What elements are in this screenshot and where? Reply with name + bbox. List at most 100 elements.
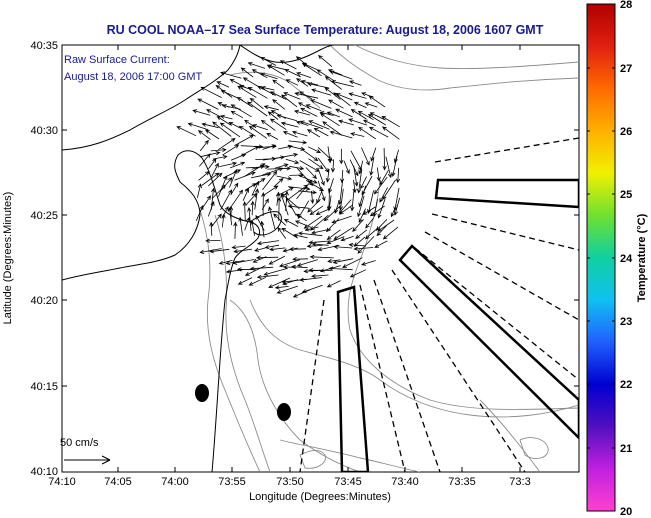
current-vector (307, 82, 329, 89)
current-vector (198, 153, 211, 167)
current-vector (340, 169, 345, 184)
current-vector (296, 78, 309, 87)
radar-beam (391, 269, 526, 472)
current-vector (300, 107, 318, 117)
current-vector (198, 171, 210, 181)
current-vector (393, 197, 400, 216)
current-vector (218, 137, 236, 151)
current-vector (219, 122, 241, 138)
current-vector (285, 79, 299, 86)
current-vector (220, 71, 242, 79)
current-vector (302, 62, 322, 77)
current-vector (251, 69, 268, 79)
x-tick-label: 73:3 (509, 476, 530, 488)
current-vector (288, 247, 307, 252)
current-vector (262, 167, 284, 176)
station-marker (195, 384, 209, 402)
current-vector (221, 213, 226, 228)
survey-box (336, 285, 370, 472)
current-vector (294, 220, 312, 228)
current-vector (269, 247, 286, 252)
current-vector (244, 163, 266, 177)
current-vector (297, 174, 318, 184)
station-marker (277, 403, 291, 421)
current-vector (296, 259, 318, 267)
current-vector (274, 163, 289, 169)
radar-beam (414, 247, 579, 381)
current-vector (367, 190, 374, 215)
current-vector (251, 180, 260, 196)
brooklyn-shore (239, 45, 335, 63)
current-vector (256, 240, 280, 246)
current-vector (373, 176, 388, 195)
current-vector (261, 191, 266, 217)
current-vector (197, 130, 211, 140)
current-label: Raw Surface Current: (64, 54, 170, 66)
current-vector (291, 264, 308, 269)
current-vector (245, 192, 258, 206)
current-vector (291, 130, 308, 137)
current-vector (369, 205, 385, 217)
current-vector (276, 191, 281, 206)
current-vector (328, 266, 353, 271)
bathymetry-contour (199, 209, 261, 472)
current-vector (212, 155, 228, 160)
current-vector (292, 257, 309, 262)
current-vector (211, 162, 219, 178)
colorbar-tick-label: 24 (620, 253, 633, 265)
current-vector (266, 133, 279, 140)
current-vector (327, 195, 332, 211)
current-vector (308, 158, 324, 170)
current-vector (385, 156, 392, 179)
x-tick-label: 74:00 (161, 476, 189, 488)
radar-beam (431, 213, 579, 251)
current-vector (333, 92, 351, 107)
current-vector (313, 127, 329, 137)
current-vector (280, 193, 289, 216)
current-vector (364, 227, 379, 240)
current-vector (197, 183, 202, 198)
current-vector (300, 147, 319, 162)
current-vector (298, 190, 318, 195)
current-vector (333, 244, 353, 249)
current-vector (358, 185, 367, 208)
x-tick-label: 73:55 (218, 476, 246, 488)
colorbar-ticks (587, 67, 615, 449)
x-tick-label: 74:10 (48, 476, 76, 488)
current-vector (219, 161, 238, 167)
current-vector (390, 204, 397, 218)
current-vector (355, 229, 368, 239)
current-vector (331, 215, 352, 224)
current-vector (264, 244, 280, 250)
current-vector (218, 175, 228, 197)
current-vector (296, 179, 313, 200)
current-vector (391, 156, 398, 177)
current-vector (229, 78, 247, 89)
current-vector (358, 126, 377, 140)
current-vector (376, 225, 387, 237)
surface-current-vectors (176, 55, 401, 298)
plot-frame (61, 44, 580, 473)
current-vector (236, 97, 253, 108)
current-vector (311, 242, 329, 247)
current-vector (210, 147, 227, 153)
radar-beams (299, 137, 579, 472)
current-vector (349, 269, 367, 278)
current-vector (250, 200, 255, 216)
current-vector (276, 175, 293, 181)
current-vector (248, 276, 267, 286)
current-vector (284, 69, 301, 78)
current-vector (240, 146, 260, 157)
current-vector (234, 134, 255, 146)
current-vector (242, 201, 247, 221)
current-vector (281, 227, 298, 239)
current-vector (307, 146, 322, 153)
colorbar-tick-label: 23 (620, 316, 632, 328)
current-vector (260, 56, 277, 66)
current-vector (197, 98, 219, 110)
current-vector (220, 177, 233, 191)
current-vector (205, 129, 220, 140)
current-vector (361, 147, 370, 166)
x-tick-label: 73:35 (448, 476, 476, 488)
current-vector (311, 273, 329, 279)
